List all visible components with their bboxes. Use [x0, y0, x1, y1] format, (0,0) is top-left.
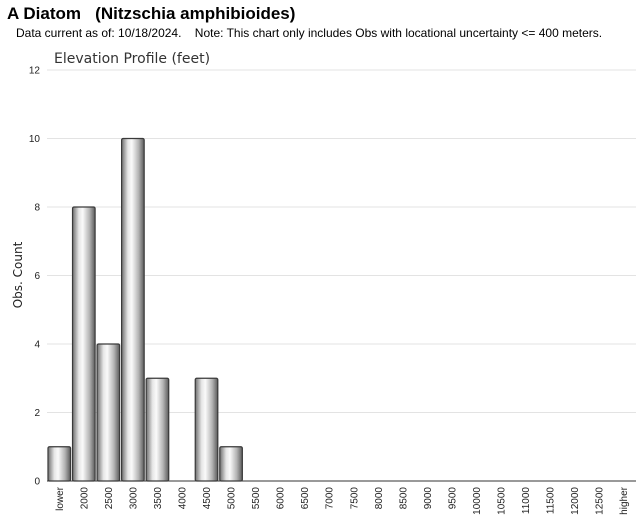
x-tick-label: 12500: [595, 487, 606, 515]
x-tick-label: 11500: [546, 487, 557, 515]
x-tick-label: 7000: [325, 487, 336, 510]
x-tick-label: 12000: [570, 487, 581, 515]
x-tick-label: 5000: [227, 487, 238, 510]
x-tick-label: 6000: [276, 487, 287, 510]
x-tick-label: 4500: [202, 487, 213, 510]
x-tick-label: 10500: [497, 487, 508, 515]
x-tick-label: 9000: [423, 487, 434, 510]
chart-title: Elevation Profile (feet): [54, 51, 210, 67]
page-subtitle: Data current as of: 10/18/2024. Note: Th…: [16, 26, 603, 40]
y-tick-label: 0: [34, 477, 40, 488]
bar-3500: [145, 377, 170, 482]
x-tick-label: 2500: [104, 487, 115, 510]
x-tick-label: 2000: [79, 487, 90, 510]
bar-3000: [121, 137, 145, 482]
y-tick-label: 10: [29, 134, 41, 145]
x-tick-label: 5500: [251, 487, 262, 510]
x-tick-label: 8500: [398, 487, 409, 510]
x-tick-label: 3500: [153, 487, 164, 510]
bar-lower: [47, 446, 72, 482]
x-tick-label: 4000: [177, 487, 188, 510]
bar-4500: [194, 377, 219, 482]
page-title: A Diatom (Nitzschia amphibioides): [7, 4, 296, 23]
y-tick-label: 12: [29, 66, 41, 77]
bar-2500: [96, 343, 121, 482]
y-axis-label: Obs. Count: [11, 241, 25, 308]
x-tick-label: higher: [619, 486, 630, 514]
bar-2000: [71, 206, 96, 482]
x-tick-label: lower: [55, 486, 66, 511]
y-tick-label: 6: [34, 271, 40, 282]
bar-5000: [219, 446, 243, 482]
x-tick-label: 3000: [128, 487, 139, 510]
x-tick-label: 10000: [472, 487, 483, 515]
x-tick-label: 6500: [300, 487, 311, 510]
y-tick-label: 4: [34, 340, 40, 351]
x-tick-label: 7500: [349, 487, 360, 510]
x-tick-label: 8000: [374, 487, 385, 510]
x-tick-label: 9500: [447, 487, 458, 510]
y-tick-label: 8: [34, 203, 40, 214]
x-tick-label: 11000: [521, 487, 532, 515]
y-tick-label: 2: [34, 408, 40, 419]
